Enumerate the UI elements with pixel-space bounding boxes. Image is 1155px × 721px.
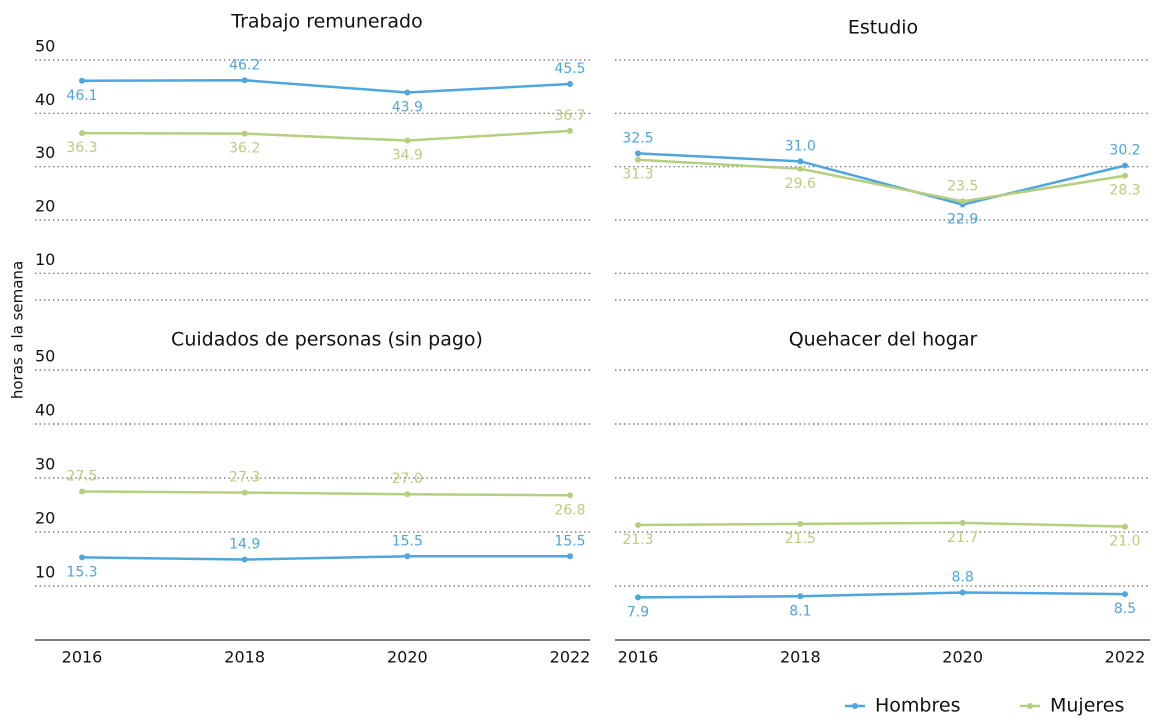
legend-label: Mujeres: [1050, 695, 1124, 717]
legend-swatch-dot: [1027, 703, 1033, 709]
point: [959, 589, 966, 596]
value-label: 28.3: [1109, 183, 1140, 199]
value-label: 8.8: [952, 569, 974, 585]
point: [404, 553, 411, 560]
value-label: 23.5: [947, 178, 978, 194]
value-label: 8.5: [1114, 601, 1136, 617]
y-tick-label: 10: [35, 563, 55, 582]
value-label: 14.9: [229, 537, 260, 553]
series-line: [81, 555, 570, 561]
panel-title: Quehacer del hogar: [789, 329, 978, 351]
y-axis-label: horas a la semana: [9, 261, 27, 399]
value-label: 7.9: [627, 604, 649, 620]
point: [635, 521, 641, 528]
x-tick-label: 2018: [224, 648, 265, 667]
panel-title: Trabajo remunerado: [230, 11, 422, 33]
value-label: 46.1: [66, 88, 97, 104]
series-line: [81, 79, 571, 94]
value-label: 21.3: [622, 532, 653, 548]
point: [1122, 591, 1128, 598]
panel-title: Estudio: [848, 17, 918, 39]
x-tick-label: 2022: [1105, 648, 1146, 667]
value-label: 21.7: [947, 530, 978, 546]
point: [79, 130, 85, 137]
y-tick-label: 50: [35, 347, 55, 366]
point: [797, 593, 804, 600]
series-line: [637, 521, 1126, 528]
value-label: 30.2: [1109, 143, 1140, 159]
point: [797, 158, 804, 165]
y-tick-label: 30: [35, 143, 55, 162]
x-tick-label: 2016: [62, 648, 103, 667]
point: [567, 553, 573, 560]
y-tick-label: 10: [35, 250, 55, 269]
value-label: 22.9: [947, 212, 978, 228]
value-label: 15.5: [554, 533, 585, 549]
value-label: 15.5: [392, 533, 423, 549]
y-tick-label: 30: [35, 455, 55, 474]
point: [241, 489, 248, 496]
panel-title: Cuidados de personas (sin pago): [171, 329, 483, 351]
point: [79, 554, 85, 561]
legend-label: Hombres: [875, 695, 960, 717]
value-label: 31.0: [785, 138, 816, 154]
x-tick-label: 2020: [387, 648, 428, 667]
y-tick-label: 20: [35, 197, 55, 216]
value-label: 15.3: [66, 564, 97, 580]
point: [959, 198, 966, 205]
point: [797, 165, 804, 172]
x-tick-label: 2018: [780, 648, 821, 667]
y-tick-label: 40: [35, 90, 55, 109]
series-line: [81, 490, 571, 497]
x-tick-label: 2020: [942, 648, 983, 667]
value-label: 21.0: [1109, 534, 1140, 550]
value-label: 36.2: [229, 141, 260, 157]
point: [635, 594, 641, 601]
value-label: 26.8: [554, 502, 585, 518]
series-line: [637, 158, 1126, 203]
point: [241, 556, 248, 563]
point: [79, 488, 85, 495]
value-label: 36.3: [66, 140, 97, 156]
legend-swatch-dot: [852, 703, 858, 709]
value-label: 36.7: [554, 108, 585, 124]
point: [567, 81, 573, 87]
series-line: [637, 591, 1126, 599]
point: [567, 492, 573, 499]
point: [404, 89, 411, 96]
y-tick-label: 20: [35, 509, 55, 528]
point: [959, 519, 966, 526]
value-label: 29.6: [785, 176, 816, 192]
point: [404, 491, 411, 498]
point: [241, 77, 248, 84]
value-label: 45.5: [554, 61, 585, 77]
point: [404, 137, 411, 144]
point: [1122, 172, 1128, 179]
point: [567, 127, 573, 134]
point: [635, 150, 641, 157]
value-label: 21.5: [785, 531, 816, 547]
value-label: 46.2: [229, 57, 260, 73]
x-tick-label: 2022: [550, 648, 591, 667]
point: [241, 130, 248, 137]
value-label: 32.5: [622, 130, 653, 146]
series-line: [637, 152, 1126, 206]
value-label: 43.9: [392, 100, 423, 116]
point: [79, 77, 85, 84]
point: [1122, 162, 1128, 169]
value-label: 27.0: [392, 471, 423, 487]
value-label: 34.9: [392, 148, 423, 164]
series-line: [81, 129, 571, 142]
y-tick-label: 50: [35, 37, 55, 56]
point: [635, 156, 641, 163]
point: [1122, 523, 1128, 530]
value-label: 8.1: [789, 603, 811, 619]
y-tick-label: 40: [35, 401, 55, 420]
point: [797, 520, 804, 527]
x-tick-label: 2016: [618, 648, 659, 667]
value-label: 31.3: [622, 167, 653, 183]
value-label: 27.3: [229, 470, 260, 486]
value-label: 27.5: [66, 469, 97, 485]
